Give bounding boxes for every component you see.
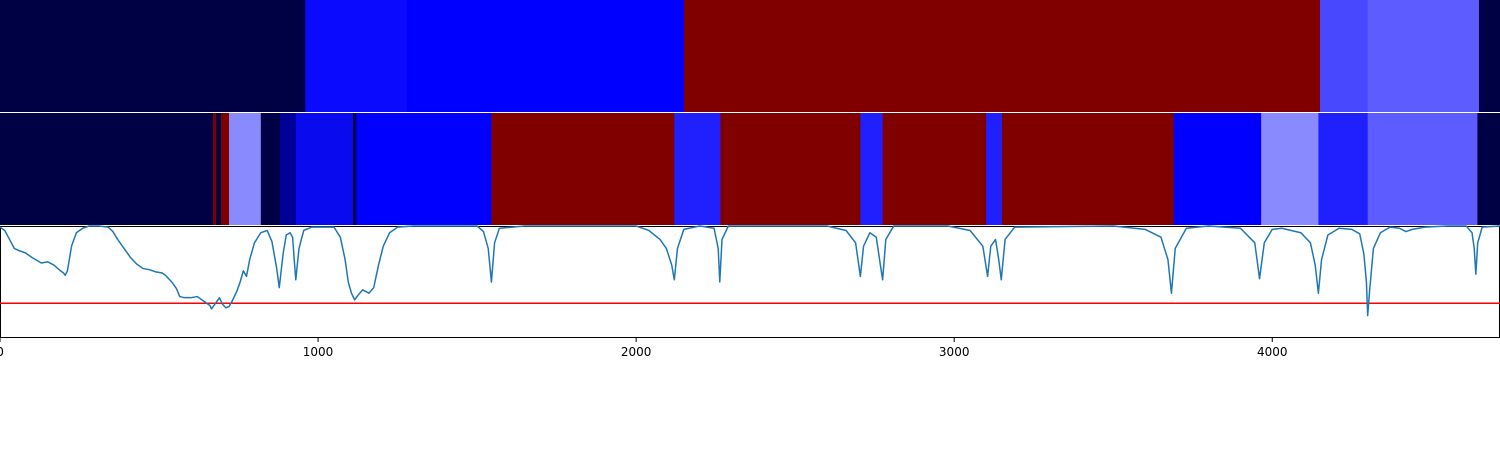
- strip-segment-1-1: [0, 0, 306, 112]
- strip-segment-2-7: [279, 113, 297, 225]
- strip-segment-2-5: [229, 113, 262, 225]
- strip-segment-2-4: [221, 113, 230, 225]
- strip-segment-2-21: [1367, 113, 1478, 225]
- strip-segment-1-7: [1479, 0, 1500, 112]
- strip-segment-2-11: [491, 113, 675, 225]
- strip-segment-2-18: [1173, 113, 1262, 225]
- strip-segment-1-3: [407, 0, 685, 112]
- strip-segment-2-1: [0, 113, 214, 225]
- strip-segment-2-13: [720, 113, 861, 225]
- strip-segment-1-6: [1367, 0, 1480, 112]
- strip-segment-2-9: [353, 113, 357, 225]
- strip-segment-1-5: [1319, 0, 1369, 112]
- middle-state-strip: [0, 113, 1500, 225]
- x-axis: 0 1000 2000 3000 4000: [0, 338, 1288, 359]
- strip-segment-2-12: [674, 113, 721, 225]
- strip-segment-2-16: [986, 113, 1003, 225]
- strip-segment-2-17: [1001, 113, 1175, 225]
- strip-segment-2-14: [860, 113, 884, 225]
- x-tick-label-1000: 1000: [303, 345, 334, 359]
- strip-segment-2-6: [260, 113, 281, 225]
- strip-segment-2-15: [882, 113, 987, 225]
- x-tick-label-2000: 2000: [621, 345, 652, 359]
- strip-segment-2-8: [295, 113, 354, 225]
- strip-segment-1-2: [305, 0, 408, 112]
- strip-segment-2-10: [356, 113, 492, 225]
- strip-segment-2-22: [1477, 113, 1500, 225]
- x-tick-label-3000: 3000: [939, 345, 970, 359]
- strip-segment-2-20: [1318, 113, 1369, 225]
- strip-segment-2-2: [213, 113, 217, 225]
- strip-segment-2-19: [1261, 113, 1319, 225]
- x-tick-label-0: 0: [0, 345, 4, 359]
- signal-line: [0, 225, 1500, 317]
- signal-panel-frame: [0, 226, 1500, 338]
- x-tick-label-4000: 4000: [1257, 345, 1288, 359]
- signal-panel: [0, 225, 1500, 338]
- top-state-strip: [0, 0, 1500, 112]
- strip-segment-2-3: [216, 113, 222, 225]
- strip-segment-1-4: [683, 0, 1321, 112]
